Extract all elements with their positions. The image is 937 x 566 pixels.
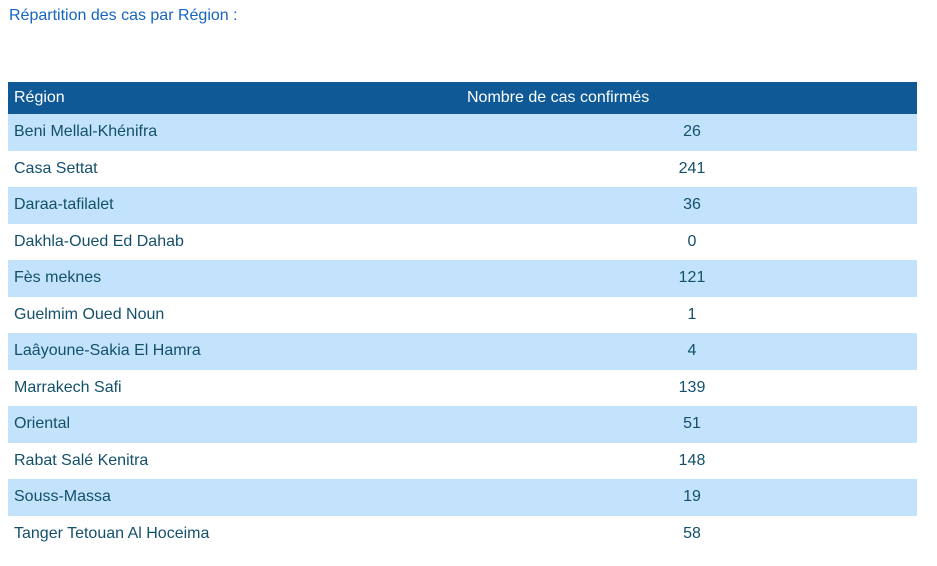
cases-cell: 139 bbox=[678, 378, 706, 396]
cases-cell: 148 bbox=[678, 451, 706, 469]
table-row: Fès meknes 121 bbox=[8, 260, 917, 297]
region-cell: Beni Mellal-Khénifra bbox=[14, 123, 158, 141]
table-row: Souss-Massa 19 bbox=[8, 479, 917, 516]
cases-cell: 58 bbox=[683, 524, 701, 542]
cases-cell: 241 bbox=[678, 159, 706, 177]
cases-cell: 26 bbox=[683, 123, 701, 141]
cases-cell: 51 bbox=[683, 415, 701, 433]
region-cell: Dakhla-Oued Ed Dahab bbox=[14, 232, 184, 250]
region-cell: Laâyoune-Sakia El Hamra bbox=[14, 342, 201, 360]
region-cell: Oriental bbox=[14, 415, 71, 433]
region-cell: Rabat Salé Kenitra bbox=[14, 451, 149, 469]
table-row: Beni Mellal-Khénifra 26 bbox=[8, 114, 917, 151]
column-header-cases: Nombre de cas confirmés bbox=[461, 82, 917, 114]
page-title: Répartition des cas par Région : bbox=[9, 7, 238, 24]
table-row: Laâyoune-Sakia El Hamra 4 bbox=[8, 333, 917, 370]
cases-cell: 4 bbox=[687, 342, 697, 360]
table-header-row: Région Nombre de cas confirmés bbox=[8, 82, 917, 114]
region-cell: Souss-Massa bbox=[14, 488, 111, 506]
table-row: Guelmim Oued Noun 1 bbox=[8, 296, 917, 333]
table-row: Marrakech Safi 139 bbox=[8, 369, 917, 406]
region-cell: Fès meknes bbox=[14, 269, 102, 287]
table-body: Beni Mellal-Khénifra 26 Casa Settat 241 … bbox=[8, 114, 917, 552]
table-row: Dakhla-Oued Ed Dahab 0 bbox=[8, 223, 917, 260]
region-cell: Daraa-tafilalet bbox=[14, 196, 114, 214]
table-row: Casa Settat 241 bbox=[8, 150, 917, 187]
region-cell: Tanger Tetouan Al Hoceima bbox=[14, 524, 210, 542]
cases-cell: 0 bbox=[687, 232, 697, 250]
column-header-region: Région bbox=[8, 82, 461, 114]
table-row: Tanger Tetouan Al Hoceima 58 bbox=[8, 515, 917, 552]
region-cell: Marrakech Safi bbox=[14, 378, 122, 396]
cases-cell: 121 bbox=[678, 269, 706, 287]
region-cell: Guelmim Oued Noun bbox=[14, 305, 165, 323]
cases-by-region-table: Région Nombre de cas confirmés Beni Mell… bbox=[8, 82, 917, 552]
table-row: Daraa-tafilalet 36 bbox=[8, 187, 917, 224]
region-cell: Casa Settat bbox=[14, 159, 98, 177]
cases-cell: 19 bbox=[683, 488, 701, 506]
cases-cell: 36 bbox=[683, 196, 701, 214]
table-row: Rabat Salé Kenitra 148 bbox=[8, 442, 917, 479]
table-row: Oriental 51 bbox=[8, 406, 917, 443]
cases-cell: 1 bbox=[687, 305, 697, 323]
